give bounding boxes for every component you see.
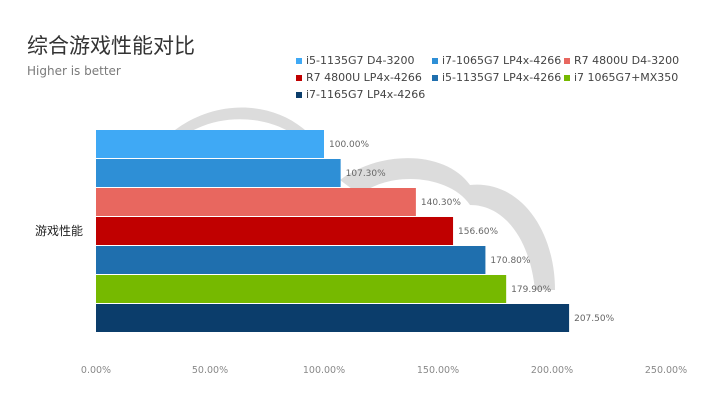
- legend-entry: i7 1065G7+MX350: [574, 71, 678, 84]
- data-label: 170.80%: [490, 256, 530, 266]
- decor-arc-small: [175, 107, 305, 132]
- category-label: 游戏性能: [35, 224, 83, 238]
- legend-swatch: [296, 75, 302, 81]
- background-decoration: [175, 107, 555, 290]
- bar: [96, 217, 454, 245]
- legend-swatch: [564, 75, 570, 81]
- x-tick-label: 200.00%: [531, 365, 573, 376]
- legend-swatch: [432, 58, 438, 64]
- legend-swatch: [296, 92, 302, 98]
- legend-entry: i7-1165G7 LP4x-4266: [306, 88, 425, 101]
- data-label: 100.00%: [329, 140, 369, 150]
- bar: [96, 188, 416, 216]
- legend-entry: R7 4800U LP4x-4266: [306, 71, 422, 84]
- data-label: 207.50%: [574, 314, 614, 324]
- legend-entry: i5-1135G7 D4-3200: [306, 54, 414, 67]
- data-label: 156.60%: [458, 227, 498, 237]
- x-tick-label: 0.00%: [81, 365, 111, 376]
- legend-swatch: [564, 58, 570, 64]
- chart-title: 综合游戏性能对比: [27, 34, 195, 58]
- legend-entry: i7-1065G7 LP4x-4266: [442, 54, 561, 67]
- legend: i5-1135G7 D4-3200 i7-1065G7 LP4x-4266 R7 4…: [296, 54, 679, 101]
- bar: [96, 304, 570, 332]
- legend-swatch: [432, 75, 438, 81]
- bar: [96, 246, 486, 274]
- bars: [96, 130, 570, 332]
- bar: [96, 130, 324, 158]
- x-tick-label: 250.00%: [645, 365, 687, 376]
- x-axis-ticks: 0.00% 50.00% 100.00% 150.00% 200.00% 250.00%: [81, 365, 687, 376]
- bar: [96, 275, 507, 303]
- x-tick-label: 100.00%: [303, 365, 345, 376]
- data-label: 107.30%: [346, 169, 386, 179]
- data-labels: 100.00% 107.30% 140.30% 156.60% 170.80% 179.9…: [329, 140, 615, 324]
- legend-entry: R7 4800U D4-3200: [574, 54, 679, 67]
- decor-arc-large: [340, 158, 555, 290]
- data-label: 140.30%: [421, 198, 461, 208]
- chart-subtitle: Higher is better: [27, 64, 121, 78]
- legend-swatch: [296, 58, 302, 64]
- bar: [96, 159, 341, 187]
- legend-entry: i5-1135G7 LP4x-4266: [442, 71, 561, 84]
- data-label: 179.90%: [511, 285, 551, 295]
- x-tick-label: 150.00%: [417, 365, 459, 376]
- x-tick-label: 50.00%: [192, 365, 228, 376]
